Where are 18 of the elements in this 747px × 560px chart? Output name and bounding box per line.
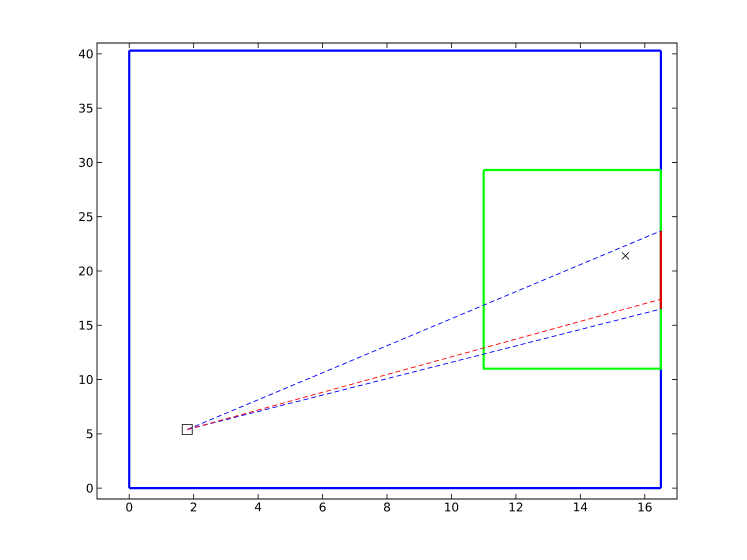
y-tick-label: 25: [79, 212, 92, 222]
x-tick-label: 12: [510, 502, 522, 512]
y-tick-label: 15: [80, 320, 92, 330]
y-tick-label: 35: [79, 104, 92, 113]
x-tick-label: 6: [320, 502, 326, 512]
x-tick-label: 10: [445, 502, 458, 512]
y-tick-label: 30: [79, 158, 93, 167]
y-tick-label: 10: [80, 375, 93, 384]
y-tick-label: 20: [79, 266, 93, 276]
x-tick-label: 2: [190, 502, 196, 512]
x-tick-label: 0: [126, 502, 132, 512]
y-tick-label: 0: [86, 484, 93, 493]
x-tick-label: 8: [384, 502, 390, 512]
y-tick-label: 5: [86, 429, 92, 438]
x-tick-label: 14: [574, 502, 588, 512]
x-tick-label: 16: [638, 502, 652, 512]
y-tick-label: 40: [78, 49, 93, 58]
x-tick-label: 4: [254, 502, 262, 512]
